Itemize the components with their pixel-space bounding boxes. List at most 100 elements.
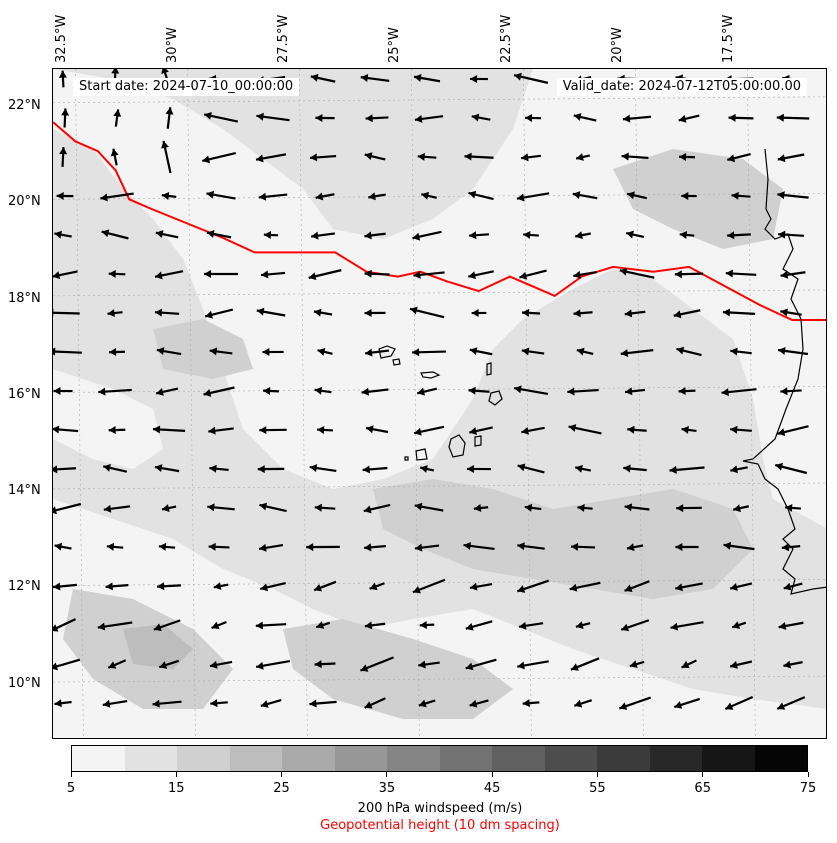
wind-arrow [309, 153, 337, 162]
africa-coastline [742, 148, 826, 595]
parallel-line [53, 386, 826, 393]
wind-arrow [670, 621, 704, 631]
wind-arrow [314, 660, 336, 669]
wind-arrow [575, 621, 591, 629]
lon-label-22-5w: 22.5°W [499, 14, 514, 63]
colorbar-tick [175, 772, 177, 777]
wind-arrow [517, 542, 545, 551]
wind-arrow [257, 465, 285, 474]
wind-arrow [731, 621, 747, 629]
wind-arrow [780, 387, 802, 396]
wind-arrow [723, 541, 755, 551]
wind-arrow [421, 191, 437, 200]
wind-arrow [778, 621, 804, 630]
wind-arrow [206, 190, 236, 200]
wind-arrow [678, 152, 696, 161]
wind-arrow [208, 542, 230, 551]
wind-arrow [208, 426, 234, 435]
wind-arrow [777, 425, 809, 437]
wind-arrow [622, 114, 652, 123]
wind-arrow [730, 465, 748, 474]
wind-arrow [263, 386, 279, 395]
colorbar-tick-label: 5 [66, 781, 76, 796]
parallel-line [53, 579, 826, 586]
wind-arrow [211, 620, 227, 630]
wind-arrow [568, 424, 602, 435]
wind-arrow [54, 230, 72, 239]
wind-arrow [154, 270, 184, 280]
colorbar-tick-label: 45 [483, 781, 501, 796]
wind-arrow [777, 153, 805, 163]
wind-arrow [364, 348, 390, 357]
mid-speed-region-b [373, 479, 753, 599]
wind-arrow [469, 582, 493, 591]
wind-arrow [58, 70, 67, 88]
wind-arrow [258, 192, 288, 201]
colorbar-tick [386, 772, 388, 777]
wind-arrow [521, 308, 541, 317]
wind-arrow [730, 347, 752, 356]
wind-arrow [780, 270, 806, 279]
wind-arrow [209, 347, 233, 356]
cape-verde-island-6 [448, 434, 466, 458]
geopotential-contour [53, 121, 826, 321]
wind-arrow [523, 230, 539, 239]
wind-arrow [469, 231, 489, 240]
colorbar-tick-label: 15 [168, 781, 185, 796]
wind-arrow [675, 582, 703, 592]
wind-arrow [413, 270, 445, 279]
wind-arrow [154, 464, 180, 473]
wind-arrow [368, 192, 386, 201]
wind-arrow [53, 270, 78, 280]
wind-arrow [413, 74, 441, 83]
wind-arrow [365, 114, 389, 123]
wind-arrow [259, 426, 287, 435]
wind-arrow [678, 387, 696, 396]
meridian-line [523, 69, 532, 738]
wind-arrow [521, 153, 541, 162]
start-date-label: Start date: 2024-07-10_00:00:00 [73, 78, 300, 96]
wind-arrow [570, 657, 600, 671]
colorbar-tick-label: 65 [694, 781, 711, 796]
wind-arrow [53, 502, 82, 515]
wind-arrow [56, 191, 74, 200]
wind-arrow [574, 464, 592, 473]
wind-arrow [570, 542, 596, 551]
valid-date-label: Valid_date: 2024-07-12T05:00:00.00 [556, 78, 807, 96]
wind-arrow [316, 425, 334, 434]
wind-arrow [414, 114, 444, 123]
wind-arrow [468, 386, 490, 395]
wind-arrow [255, 659, 291, 670]
wind-arrow [362, 465, 388, 474]
wind-arrow [778, 230, 804, 239]
wind-arrow [678, 114, 700, 123]
wind-arrow [577, 503, 593, 512]
wind-arrow [255, 153, 287, 163]
wind-arrow [262, 348, 284, 357]
wind-arrow [725, 269, 757, 278]
map-panel: Start date: 2024-07-10_00:00:00 Valid_da… [52, 68, 827, 739]
wind-arrow [364, 152, 386, 161]
wind-arrow [204, 308, 234, 319]
wind-arrow [108, 269, 126, 278]
wind-arrow [464, 152, 494, 161]
wind-arrow [258, 543, 284, 552]
wind-arrow [517, 463, 545, 474]
high-speed-region [123, 624, 193, 669]
lon-label-25w: 25°W [387, 27, 402, 63]
wind-arrow [412, 230, 442, 241]
wind-arrow [310, 231, 336, 240]
colorbar-segment [229, 746, 282, 771]
wind-arrow [783, 582, 803, 591]
wind-arrow [113, 109, 122, 127]
colorbar-segment [754, 746, 807, 771]
colorbar-tick-label: 75 [799, 781, 817, 796]
colorbar-segment [387, 746, 440, 771]
wind-arrow [516, 579, 550, 593]
wind-arrow [469, 426, 493, 435]
meridian-line [635, 69, 644, 738]
meridian-line [747, 69, 756, 738]
lon-label-32-5w: 32.5°W [54, 14, 69, 63]
wind-arrow [158, 659, 180, 669]
wind-arrow [202, 151, 236, 164]
